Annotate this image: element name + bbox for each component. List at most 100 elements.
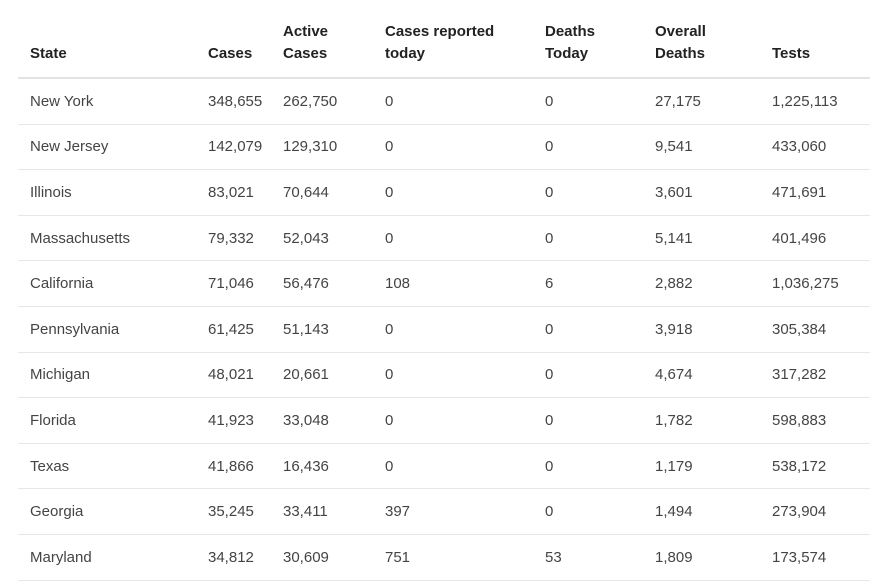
cell-state: Georgia [18,488,208,535]
cell-reported-today: 0 [385,215,545,262]
cell-state: Michigan [18,352,208,399]
cell-overall-deaths: 3,918 [655,306,772,353]
cell-active: 262,750 [283,78,385,125]
cell-tests: 598,883 [772,397,858,444]
cell-deaths-today: 0 [545,215,655,262]
table-row[interactable]: Michigan 48,021 20,661 0 0 4,674 317,282 [18,352,870,399]
cell-cutoff [858,78,870,125]
cell-state: Florida [18,397,208,444]
cell-cases: 71,046 [208,260,283,307]
cell-reported-today: 0 [385,443,545,490]
cell-tests: 173,574 [772,534,858,581]
cell-deaths-today: 53 [545,534,655,581]
table-row[interactable]: New York 348,655 262,750 0 0 27,175 1,225,113 [18,78,870,125]
cell-cases: 142,079 [208,124,283,171]
cell-deaths-today: 0 [545,443,655,490]
table-row[interactable]: Illinois 83,021 70,644 0 0 3,601 471,691 [18,169,870,216]
cell-reported-today: 0 [385,124,545,171]
cell-active: 129,310 [283,124,385,171]
cell-cases: 34,812 [208,534,283,581]
cell-state: Pennsylvania [18,306,208,353]
header-deaths-today[interactable]: Deaths Today [545,0,655,79]
cell-cases: 35,245 [208,488,283,535]
cell-tests: 305,384 [772,306,858,353]
cell-state: New Jersey [18,124,208,171]
table-row[interactable]: Florida 41,923 33,048 0 0 1,782 598,883 [18,397,870,444]
cell-state: Maryland [18,534,208,581]
cell-tests: 1,225,113 [772,78,858,125]
table-row[interactable]: Texas 41,866 16,436 0 0 1,179 538,172 [18,443,870,490]
cell-reported-today: 0 [385,397,545,444]
cell-active: 52,043 [283,215,385,262]
cell-overall-deaths: 9,541 [655,124,772,171]
table-header-row: State Cases Active Cases Cases reported to… [18,0,870,79]
cell-active: 70,644 [283,169,385,216]
cell-cutoff [858,260,870,307]
cell-cutoff [858,124,870,171]
cell-overall-deaths: 2,882 [655,260,772,307]
cell-cases: 48,021 [208,352,283,399]
cell-cutoff [858,534,870,581]
cell-deaths-today: 0 [545,352,655,399]
cell-cases: 83,021 [208,169,283,216]
table-row[interactable]: New Jersey 142,079 129,310 0 0 9,541 433,060 [18,124,870,171]
cell-cutoff [858,215,870,262]
cell-tests: 401,496 [772,215,858,262]
cell-cases: 61,425 [208,306,283,353]
cell-state: New York [18,78,208,125]
cell-deaths-today: 0 [545,397,655,444]
cell-reported-today: 0 [385,352,545,399]
cell-deaths-today: 0 [545,78,655,125]
cell-overall-deaths: 1,809 [655,534,772,581]
cell-reported-today: 0 [385,306,545,353]
header-tests[interactable]: Tests [772,0,858,79]
cell-tests: 471,691 [772,169,858,216]
cell-overall-deaths: 1,179 [655,443,772,490]
header-cases-reported-today[interactable]: Cases reported today [385,0,545,79]
table-row[interactable]: Maryland 34,812 30,609 751 53 1,809 173,574 [18,534,870,581]
cell-deaths-today: 6 [545,260,655,307]
table-row[interactable]: California 71,046 56,476 108 6 2,882 1,036,275 [18,260,870,307]
cell-overall-deaths: 3,601 [655,169,772,216]
cell-cutoff [858,169,870,216]
cell-deaths-today: 0 [545,488,655,535]
covid-state-table-container: State Cases Active Cases Cases reported to… [18,0,870,581]
table-body: New York 348,655 262,750 0 0 27,175 1,225,113 N… [18,78,870,581]
cell-cutoff [858,306,870,353]
cell-overall-deaths: 4,674 [655,352,772,399]
cell-deaths-today: 0 [545,306,655,353]
cell-state: Illinois [18,169,208,216]
cell-overall-deaths: 1,494 [655,488,772,535]
cell-deaths-today: 0 [545,169,655,216]
cell-reported-today: 0 [385,169,545,216]
cell-tests: 273,904 [772,488,858,535]
header-state[interactable]: State [18,0,208,79]
header-cases[interactable]: Cases [208,0,283,79]
cell-active: 16,436 [283,443,385,490]
cell-tests: 317,282 [772,352,858,399]
cell-cutoff [858,352,870,399]
cell-tests: 1,036,275 [772,260,858,307]
cell-cutoff [858,488,870,535]
cell-reported-today: 108 [385,260,545,307]
cell-overall-deaths: 1,782 [655,397,772,444]
covid-state-table: State Cases Active Cases Cases reported to… [18,0,870,581]
cell-state: Texas [18,443,208,490]
cell-active: 56,476 [283,260,385,307]
cell-tests: 538,172 [772,443,858,490]
table-row[interactable]: Massachusetts 79,332 52,043 0 0 5,141 401,496 [18,215,870,262]
cell-active: 30,609 [283,534,385,581]
table-row[interactable]: Georgia 35,245 33,411 397 0 1,494 273,904 [18,488,870,535]
cell-deaths-today: 0 [545,124,655,171]
cell-overall-deaths: 5,141 [655,215,772,262]
header-active-cases[interactable]: Active Cases [283,0,385,79]
cell-cutoff [858,397,870,444]
cell-state: California [18,260,208,307]
header-overall-deaths[interactable]: Overall Deaths [655,0,772,79]
table-row[interactable]: Pennsylvania 61,425 51,143 0 0 3,918 305,384 [18,306,870,353]
cell-reported-today: 397 [385,488,545,535]
header-cutoff-column [858,0,870,79]
cell-overall-deaths: 27,175 [655,78,772,125]
cell-active: 33,411 [283,488,385,535]
cell-tests: 433,060 [772,124,858,171]
